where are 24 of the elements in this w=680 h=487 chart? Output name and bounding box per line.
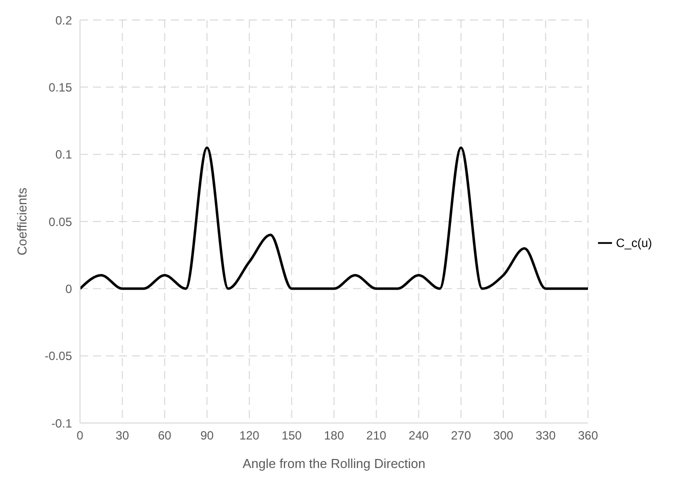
y-tick-label: 0.2 bbox=[55, 13, 72, 28]
line-series bbox=[80, 146, 588, 290]
x-tick-label: 360 bbox=[578, 428, 598, 443]
legend-label: C_c(u) bbox=[616, 236, 652, 250]
x-tick-label: 150 bbox=[282, 428, 302, 443]
x-tick-label: 30 bbox=[116, 428, 130, 443]
x-tick-label: 330 bbox=[536, 428, 556, 443]
y-tick-label: 0.05 bbox=[48, 214, 72, 229]
y-tick-label: 0.15 bbox=[48, 80, 72, 94]
x-tick-label: 180 bbox=[324, 428, 344, 443]
x-tick-label: 90 bbox=[200, 428, 214, 443]
x-tick-label: 300 bbox=[493, 428, 514, 443]
y-axis-title: Coefficients bbox=[14, 187, 30, 256]
y-tick-label: -0.1 bbox=[51, 416, 72, 430]
x-axis-title: Angle from the Rolling Direction bbox=[242, 456, 426, 471]
y-tick-label: 0.1 bbox=[55, 148, 72, 162]
x-tick-label: 210 bbox=[366, 428, 387, 443]
x-tick-label: 60 bbox=[158, 428, 172, 443]
x-tick-label: 240 bbox=[408, 428, 429, 443]
y-tick-label: 0 bbox=[65, 282, 72, 296]
y-tick-label: -0.05 bbox=[44, 349, 72, 364]
x-tick-label: 0 bbox=[76, 428, 84, 443]
x-tick-label: 270 bbox=[450, 428, 472, 443]
x-tick-label: 120 bbox=[239, 428, 260, 443]
